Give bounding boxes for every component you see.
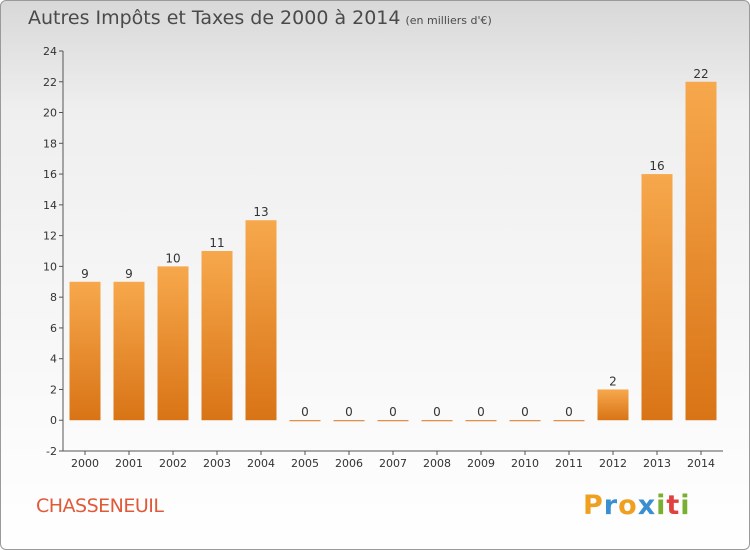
data-label: 0 [433,405,441,419]
bar [289,420,321,422]
bar [201,251,233,421]
y-tick-label: 22 [43,76,57,89]
x-tick-label: 2014 [687,457,715,470]
bar [685,81,717,421]
bar [157,266,189,421]
data-label: 0 [521,405,529,419]
x-tick-label: 2007 [379,457,407,470]
logo-letter: P [583,490,604,521]
bar [113,281,145,421]
x-tick-label: 2002 [159,457,187,470]
y-tick-label: 24 [43,45,57,58]
bar [69,281,101,421]
commune-name: CHASSENEUIL [36,495,164,517]
y-tick-label: 20 [43,107,57,120]
y-tick-label: 16 [43,168,57,181]
data-label: 9 [125,267,133,281]
logo-letter: o [618,490,638,521]
chart-title-text: Autres Impôts et Taxes de 2000 à 2014 [28,7,401,29]
logo-letter: i [656,490,667,521]
x-tick-label: 2011 [555,457,583,470]
y-tick-label: 4 [50,353,57,366]
y-tick-label: 8 [50,291,57,304]
bar [553,420,585,422]
data-label: 22 [693,67,708,81]
x-tick-label: 2008 [423,457,451,470]
x-tick-label: 2000 [71,457,99,470]
logo-letter: r [603,490,619,521]
bar [509,420,541,422]
data-label: 0 [345,405,353,419]
y-tick-label: 2 [50,383,57,396]
x-tick-label: 2009 [467,457,495,470]
data-label: 2 [609,374,617,388]
data-label: 10 [165,251,180,265]
y-tick-label: 14 [43,199,57,212]
data-label: 0 [301,405,309,419]
logo-letter: t [666,490,681,521]
bar [465,420,497,422]
y-tick-label: 6 [50,322,57,335]
x-tick-label: 2013 [643,457,671,470]
y-tick-label: 10 [43,260,57,273]
bar [597,389,629,421]
y-tick-label: 18 [43,137,57,150]
x-tick-label: 2006 [335,457,363,470]
logo-letter: x [637,490,657,521]
y-tick-label: -2 [46,445,57,458]
x-tick-label: 2005 [291,457,319,470]
bar [245,220,277,421]
x-tick-label: 2004 [247,457,275,470]
data-label: 9 [81,267,89,281]
x-tick-label: 2001 [115,457,143,470]
y-tick-label: 0 [50,414,57,427]
bar [377,420,409,422]
data-label: 16 [649,159,664,173]
bar [421,420,453,422]
x-tick-label: 2010 [511,457,539,470]
data-label: 13 [253,205,268,219]
data-label: 0 [389,405,397,419]
data-label: 0 [477,405,485,419]
chart-title: Autres Impôts et Taxes de 2000 à 2014 (en… [28,7,492,29]
data-label: 11 [209,236,224,250]
bar [641,174,673,421]
logo-letter: i [680,490,691,521]
proxiti-logo: Proxiti [583,490,691,521]
x-tick-label: 2003 [203,457,231,470]
chart-unit: (en milliers d'€) [405,14,492,27]
data-label: 0 [565,405,573,419]
y-tick-label: 12 [43,230,57,243]
bar [333,420,365,422]
x-tick-label: 2012 [599,457,627,470]
